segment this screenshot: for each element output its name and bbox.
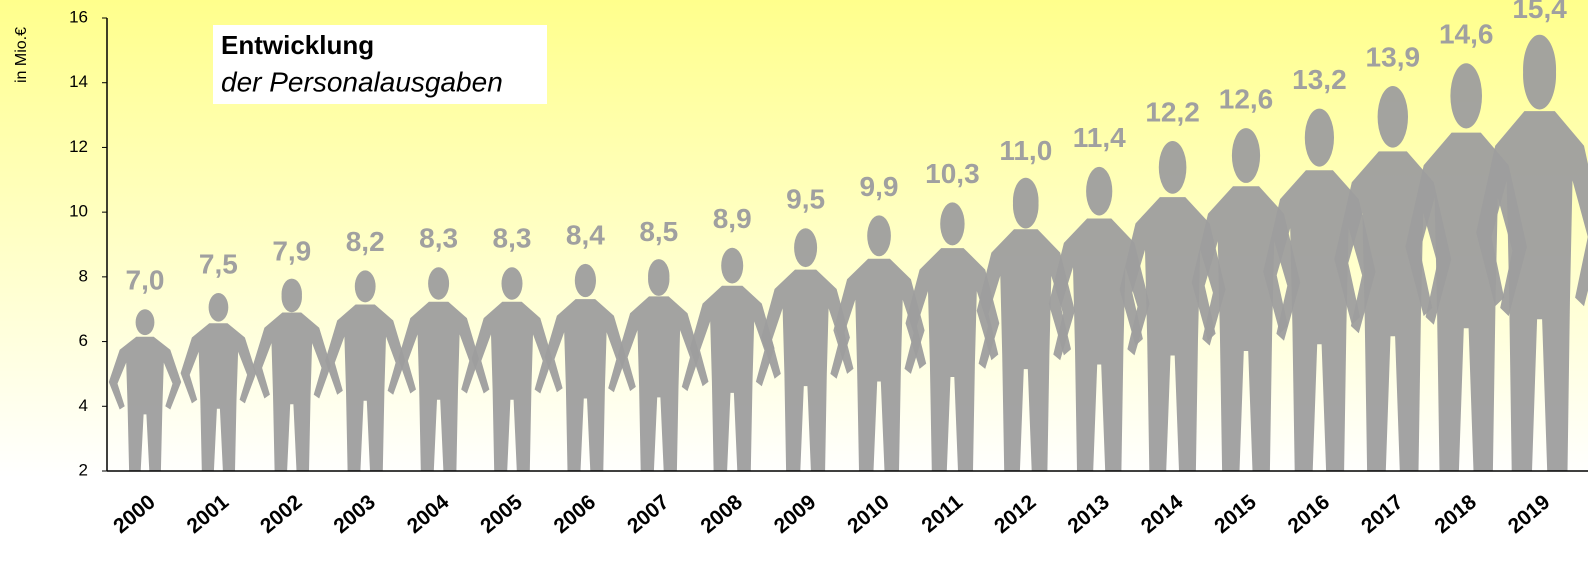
y-tick-label: 14 bbox=[69, 72, 88, 91]
value-label: 10,3 bbox=[925, 158, 980, 189]
value-label: 9,5 bbox=[786, 184, 825, 215]
y-tick-label: 8 bbox=[79, 266, 88, 285]
y-tick-label: 4 bbox=[79, 396, 88, 415]
value-label: 7,0 bbox=[126, 265, 165, 296]
value-label: 11,4 bbox=[1073, 122, 1126, 153]
value-label: 8,3 bbox=[419, 223, 458, 254]
value-label: 8,3 bbox=[493, 223, 532, 254]
value-label: 12,6 bbox=[1219, 83, 1274, 114]
value-label: 7,5 bbox=[199, 248, 238, 279]
y-axis-label: in Mio.€ bbox=[13, 27, 30, 83]
value-label: 9,9 bbox=[860, 171, 899, 202]
value-label: 15,4 bbox=[1512, 0, 1567, 24]
value-label: 8,2 bbox=[346, 226, 385, 257]
value-label: 8,9 bbox=[713, 203, 752, 234]
y-tick-label: 2 bbox=[79, 460, 88, 479]
value-label: 13,2 bbox=[1292, 64, 1347, 95]
value-label: 13,9 bbox=[1366, 41, 1421, 72]
chart: in Mio.€ 7,0 7,5 7,9 8,2 8,3 8,3 8,4 8,5 8,9 9,5 9… bbox=[0, 0, 1588, 562]
y-tick-label: 6 bbox=[79, 331, 88, 350]
y-tick-label: 10 bbox=[69, 202, 88, 221]
chart-title: Entwicklung bbox=[221, 30, 374, 60]
value-label: 14,6 bbox=[1439, 19, 1494, 50]
y-tick-label: 16 bbox=[69, 7, 88, 26]
y-tick-label: 12 bbox=[69, 137, 88, 156]
chart-subtitle: der Personalausgaben bbox=[221, 66, 503, 97]
value-label: 12,2 bbox=[1145, 96, 1200, 127]
value-label: 7,9 bbox=[272, 235, 311, 266]
value-label: 11,0 bbox=[999, 135, 1052, 166]
value-label: 8,4 bbox=[566, 219, 605, 250]
value-label: 8,5 bbox=[639, 216, 678, 247]
